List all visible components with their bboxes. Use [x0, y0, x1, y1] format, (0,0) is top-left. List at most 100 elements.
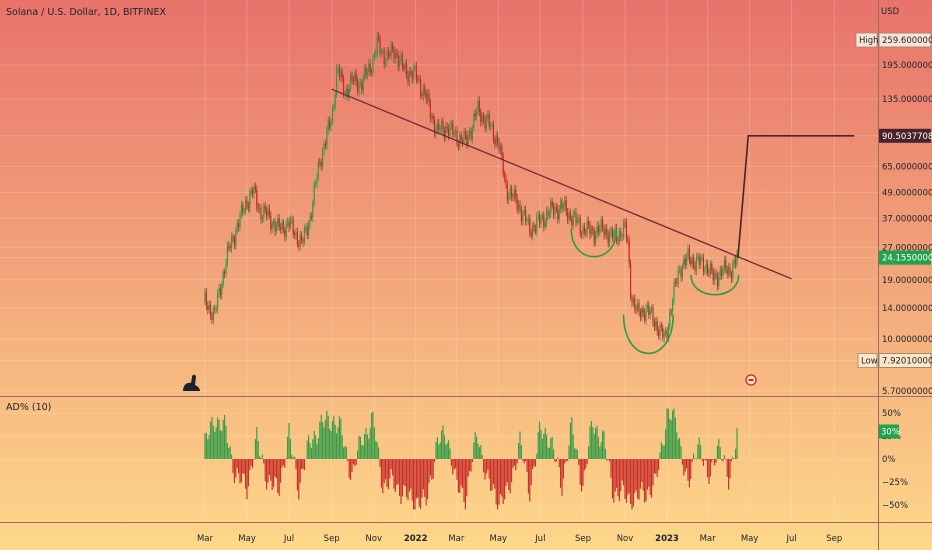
ad-percent-bar — [730, 459, 732, 462]
ad-percent-bar — [445, 444, 447, 459]
ad-percent-bar — [625, 459, 627, 503]
candle-body — [352, 79, 354, 82]
ad-percent-bar — [735, 448, 737, 459]
candle-body — [340, 71, 342, 77]
ad-percent-bar — [229, 445, 231, 459]
ad-percent-bar — [660, 442, 662, 459]
ad-percent-bar — [386, 459, 388, 487]
candle-body — [595, 234, 597, 243]
ad-percent-bar — [408, 459, 410, 492]
ad-percent-bar — [579, 459, 581, 485]
candle-body — [232, 236, 234, 239]
ad-percent-bar — [725, 459, 727, 460]
ad-percent-bar — [352, 459, 354, 464]
ad-percent-bar — [464, 459, 466, 510]
candle-body — [408, 71, 410, 82]
candle-body — [574, 212, 576, 214]
ad-percent-bar — [474, 432, 476, 459]
candle-body — [259, 207, 261, 210]
candle-body — [406, 63, 408, 76]
ad-percent-bar — [544, 427, 546, 459]
ad-percent-bar — [439, 442, 441, 459]
ad-percent-bar — [597, 436, 599, 459]
ad-percent-bar — [646, 459, 648, 490]
high-value-tag-label: 259.60000000 — [882, 36, 932, 46]
ad-percent-bar — [637, 459, 639, 499]
time-year-label: 2022 — [404, 534, 428, 544]
candle-body — [261, 217, 263, 220]
ad-percent-bar — [732, 456, 734, 459]
candle-body — [217, 293, 219, 310]
candle-body — [732, 263, 734, 279]
candle-body — [700, 257, 702, 265]
candle-body — [457, 144, 459, 147]
ad-percent-bar — [242, 459, 244, 474]
ad-percent-bar — [219, 430, 221, 459]
candle-body — [613, 233, 615, 239]
ad-percent-bar — [462, 459, 464, 489]
ad-percent-bar — [215, 427, 217, 459]
candle-body — [555, 207, 557, 210]
ad-percent-bar — [502, 459, 504, 504]
candle-body — [709, 263, 711, 274]
ad-percent-bar — [394, 459, 396, 492]
ad-percent-bar — [436, 437, 438, 459]
descending-trendline — [331, 88, 792, 280]
ad-percent-bar — [400, 459, 402, 504]
candle-body — [333, 105, 335, 108]
candle-body — [401, 54, 403, 67]
ad-percent-bar — [420, 459, 422, 509]
ad-percent-bar — [254, 438, 256, 459]
ad-percent-bar — [516, 459, 518, 464]
time-axis: Mar May Jul Sep Nov 2022 Mar May Jul Sep Nov 2023 Ma… — [197, 534, 842, 544]
ad-percent-bar — [256, 427, 258, 459]
candle-body — [716, 275, 718, 287]
candle-body — [271, 223, 273, 230]
ad-percent-bar — [511, 459, 513, 483]
time-month-label: May — [238, 534, 256, 544]
price-tick-label: 65.00000000 — [882, 162, 932, 172]
ad-percent-bar — [379, 459, 381, 467]
candle-body — [362, 77, 364, 91]
ad-percent-bar — [555, 459, 557, 462]
ad-percent-bar — [385, 459, 387, 480]
ad-percent-bar — [247, 459, 249, 487]
candle-body — [462, 139, 464, 143]
candle-body — [442, 120, 444, 131]
ad-percent-bar — [221, 430, 223, 459]
candle-body — [452, 122, 454, 135]
ad-percent-bar — [228, 447, 230, 459]
candle-body — [711, 263, 713, 272]
candle-body — [361, 82, 363, 91]
candle-body — [295, 232, 297, 236]
candle-body — [504, 174, 506, 178]
candle-body — [712, 271, 714, 281]
ad-percent-bar — [523, 459, 525, 464]
candle-body — [723, 260, 725, 269]
candle-body — [617, 240, 619, 242]
ad-percent-bar — [621, 459, 623, 481]
ad-percent-bar — [250, 459, 252, 466]
cup-pattern-3 — [690, 274, 740, 296]
candle-body — [631, 297, 633, 303]
ad-percent-bar — [324, 419, 326, 459]
ad-percent-bar — [261, 454, 263, 459]
ad-percent-bar — [390, 459, 392, 470]
ad-percent-bar — [480, 445, 482, 459]
ad-percent-bar — [473, 442, 475, 459]
ad-percent-bar — [431, 459, 433, 480]
ad-percent-bar — [491, 459, 493, 491]
candle-body — [327, 120, 329, 131]
candle-body — [645, 308, 647, 321]
ad-percent-bar — [249, 459, 251, 470]
candle-body — [301, 235, 303, 241]
ad-percent-bar — [574, 448, 576, 459]
candle-body — [667, 326, 669, 338]
projection-line — [737, 135, 855, 258]
ad-percent-bar — [606, 459, 608, 461]
candle-body — [235, 231, 237, 246]
candle-body — [483, 115, 485, 120]
candle-body — [205, 291, 207, 306]
ad-percent-bar — [578, 459, 580, 465]
